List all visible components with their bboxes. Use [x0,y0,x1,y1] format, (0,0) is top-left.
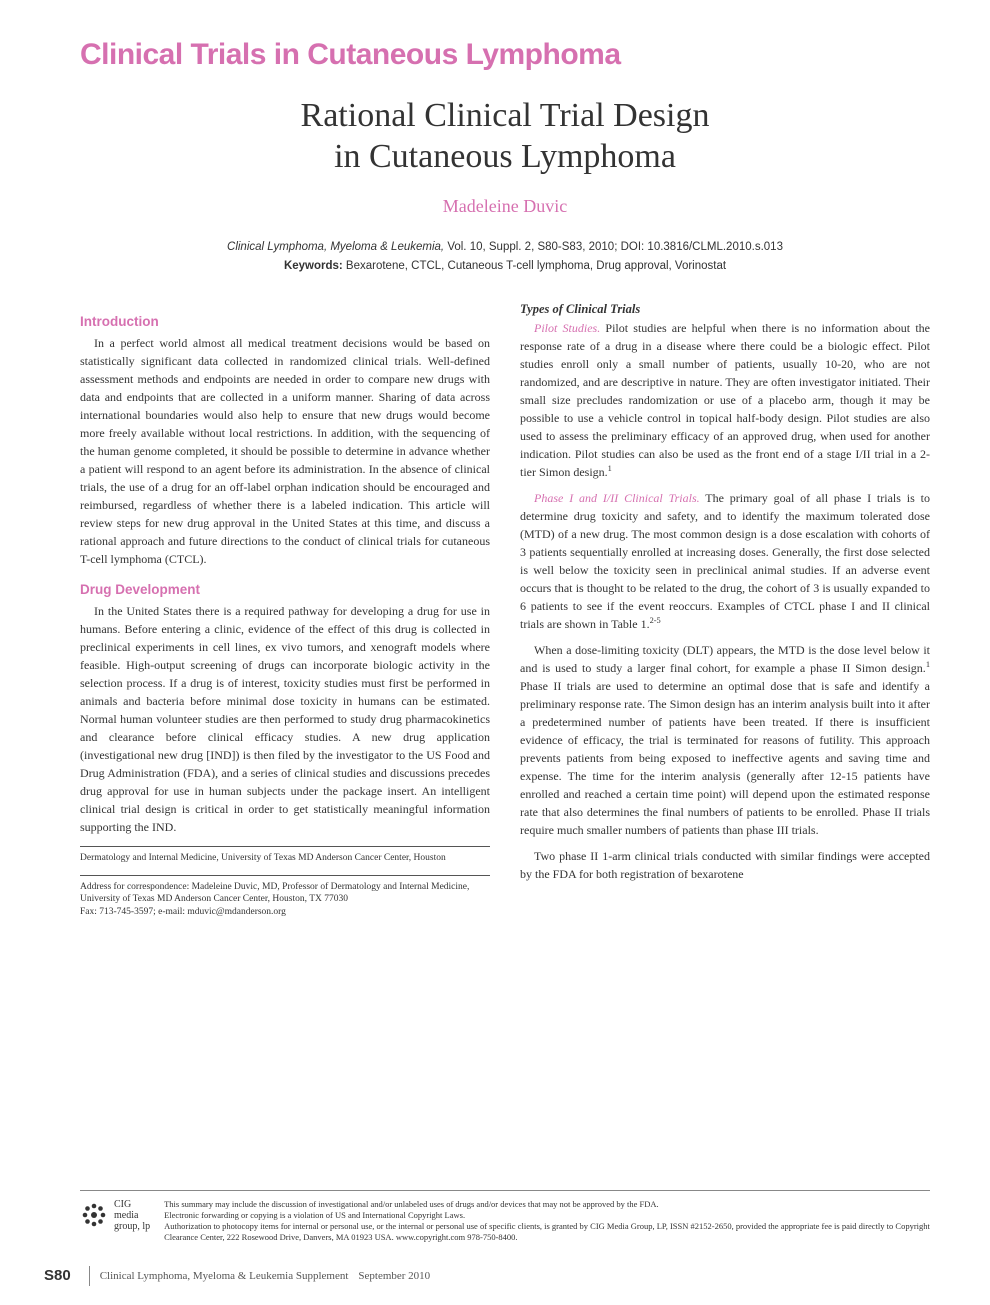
footer-journal: Clinical Lymphoma, Myeloma & Leukemia Su… [100,1270,349,1282]
citation-details: Vol. 10, Suppl. 2, S80-S83, 2010; DOI: 1… [444,241,783,253]
run-in-phase1: Phase I and I/II Clinical Trials. [534,491,700,505]
intro-paragraph: In a perfect world almost all medical tr… [80,334,490,568]
correspondence-contact: Fax: 713-745-3597; e-mail: mduvic@mdande… [80,906,490,919]
phase1-text: The primary goal of all phase I trials i… [520,491,930,631]
phase-ii-paragraph: Two phase II 1-arm clinical trials condu… [520,847,930,883]
logo-line-2: media [114,1210,138,1221]
dlt-text-a: When a dose-limiting toxicity (DLT) appe… [520,643,930,675]
left-column: Introduction In a perfect world almost a… [80,300,490,919]
pilot-text: Pilot studies are helpful when there is … [520,321,930,479]
title-line-2: in Cutaneous Lymphoma [334,138,676,175]
article-title: Rational Clinical Trial Design in Cutane… [80,96,930,178]
right-column: Types of Clinical Trials Pilot Studies. … [520,300,930,919]
ref-2-5: 2-5 [650,616,661,625]
publisher-logo-text: CIG media group, lp [114,1199,150,1232]
affiliation-1: Dermatology and Internal Medicine, Unive… [80,852,490,865]
disclaimer-3: Authorization to photocopy items for int… [164,1221,930,1243]
flower-icon [80,1201,108,1229]
body-columns: Introduction In a perfect world almost a… [80,300,930,919]
footer-date: September 2010 [358,1270,430,1282]
footer-divider [89,1266,90,1286]
run-in-pilot: Pilot Studies. [534,321,600,335]
footer-block: CIG media group, lp This summary may inc… [80,1190,930,1243]
ref-1: 1 [608,464,612,473]
section-header: Clinical Trials in Cutaneous Lymphoma [80,38,930,72]
page-footer: S80 Clinical Lymphoma, Myeloma & Leukemi… [0,1264,930,1287]
correspondence-address: Address for correspondence: Madeleine Du… [80,881,490,907]
affiliation-rule-2 [80,875,490,876]
phase-i-paragraph: Phase I and I/II Clinical Trials. The pr… [520,489,930,633]
keywords-line: Keywords: Bexarotene, CTCL, Cutaneous T-… [80,260,930,272]
keywords-label: Keywords: [284,260,343,272]
publisher-logo: CIG media group, lp [80,1199,150,1232]
disclaimer-1: This summary may include the discussion … [164,1199,930,1210]
page-number: S80 [36,1264,79,1287]
heading-introduction: Introduction [80,314,490,329]
title-line-1: Rational Clinical Trial Design [301,97,710,134]
citation: Clinical Lymphoma, Myeloma & Leukemia, V… [80,239,930,256]
author-name: Madeleine Duvic [80,196,930,217]
keywords-text: Bexarotene, CTCL, Cutaneous T-cell lymph… [343,260,726,272]
drugdev-paragraph: In the United States there is a required… [80,602,490,836]
ref-1b: 1 [926,660,930,669]
disclaimer-2: Electronic forwarding or copying is a vi… [164,1210,930,1221]
pilot-studies-paragraph: Pilot Studies. Pilot studies are helpful… [520,319,930,481]
dlt-text-b: Phase II trials are used to determine an… [520,679,930,837]
disclaimer-text: This summary may include the discussion … [164,1199,930,1243]
heading-drug-development: Drug Development [80,582,490,597]
logo-line-1: CIG [114,1199,131,1210]
subheading-types: Types of Clinical Trials [520,302,930,317]
affiliation-rule-1 [80,846,490,847]
citation-journal: Clinical Lymphoma, Myeloma & Leukemia, [227,241,444,253]
dlt-paragraph: When a dose-limiting toxicity (DLT) appe… [520,641,930,839]
page-number-box: S80 [0,1264,79,1287]
logo-line-3: group, lp [114,1221,150,1232]
